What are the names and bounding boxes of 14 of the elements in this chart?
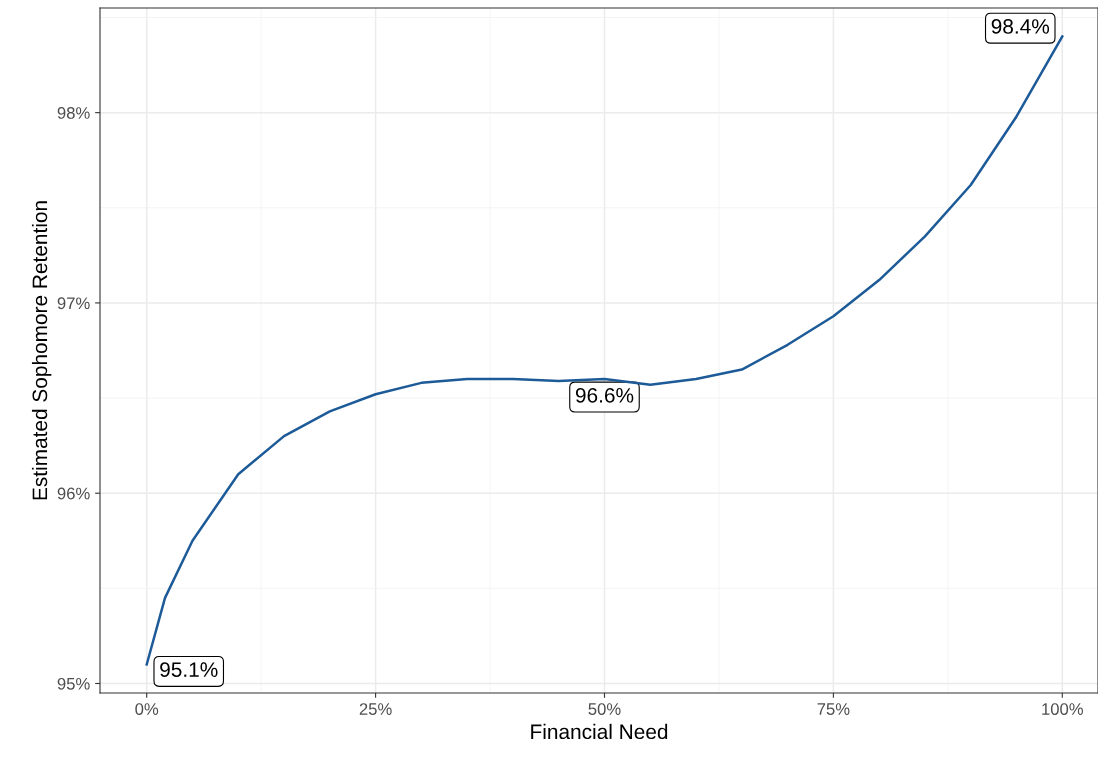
data-label: 95.1% xyxy=(160,662,218,677)
y-tick-label: 96% xyxy=(57,487,90,500)
x-tick-label: 100% xyxy=(1042,703,1084,715)
y-axis-title: Estimated Sophomore Retention xyxy=(31,201,52,500)
data-label: 96.6% xyxy=(575,387,634,403)
x-tick-label: 25% xyxy=(359,703,392,715)
x-tick-label: 0% xyxy=(135,703,159,715)
y-tick-label: 98% xyxy=(57,107,90,119)
data-label: 98.4% xyxy=(991,19,1050,34)
x-tick-label: 75% xyxy=(817,703,850,715)
x-tick-label: 50% xyxy=(588,703,621,715)
x-axis-title: Financial Need xyxy=(531,723,668,740)
y-tick-label: 95% xyxy=(57,677,90,690)
y-tick-label: 97% xyxy=(57,297,90,310)
